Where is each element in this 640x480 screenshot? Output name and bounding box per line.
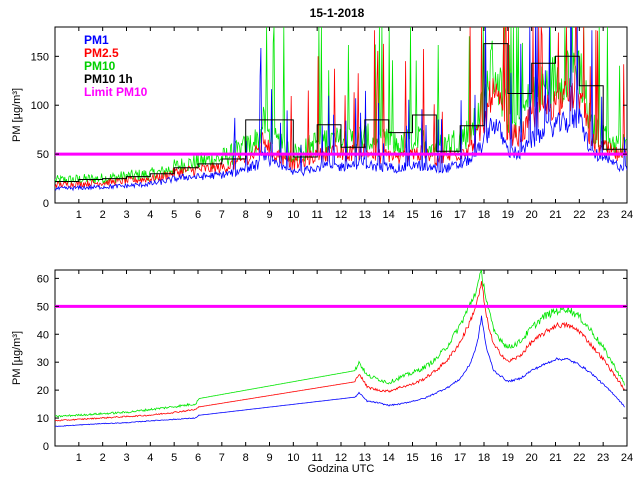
x-tick-label: 6 [195,452,201,464]
top-series-group [55,27,627,192]
x-tick-label: 9 [266,452,272,464]
x-tick-label: 23 [597,209,609,221]
top-ylabel-text: PM [µg/m³] [11,88,23,142]
series-line-pm1 [55,315,625,427]
y-tick-label: 60 [37,273,49,285]
x-tick-label: 18 [478,209,490,221]
x-tick-label: 16 [430,209,442,221]
y-tick-label: 150 [31,51,49,63]
bottom-series-group [55,270,627,427]
x-tick-label: 8 [243,209,249,221]
x-tick-label: 10 [287,452,299,464]
legend-pm10-1h: PM10 1h [84,72,133,86]
x-tick-label: 22 [573,452,585,464]
y-tick-label: 50 [37,149,49,161]
x-tick-label: 19 [502,209,514,221]
y-tick-label: 0 [43,441,49,453]
x-tick-label: 9 [266,209,272,221]
y-tick-label: 30 [37,357,49,369]
bottom-y-axis-label: PM [µg/m³] [11,331,23,385]
x-tick-label: 13 [359,209,371,221]
legend-pm1: PM1 [84,33,109,47]
bottom-ylabel-text: PM [µg/m³] [11,331,23,385]
bottom-plot-frame [54,269,628,447]
x-tick-label: 23 [597,452,609,464]
chart-title: 15-1-2018 [310,6,365,20]
x-axis-label: Godzina UTC [308,463,375,475]
x-tick-label: 15 [406,452,418,464]
x-tick-label: 20 [526,452,538,464]
y-tick-label: 40 [37,329,49,341]
x-tick-label: 2 [100,209,106,221]
x-tick-label: 7 [219,209,225,221]
top-ticks-group: 1 2 3 4 5 6 7 8 9 10 11 12 13 14 15 16 17 18 19 20 21 22 23 240… [31,27,633,221]
x-tick-label: 16 [430,452,442,464]
x-tick-label: 10 [287,209,299,221]
x-tick-label: 15 [406,209,418,221]
series-line-pm1 [55,27,627,192]
x-tick-label: 2 [100,452,106,464]
x-tick-label: 8 [243,452,249,464]
x-tick-label: 4 [147,209,153,221]
y-tick-label: 0 [43,198,49,210]
x-tick-label: 22 [573,209,585,221]
x-tick-label: 7 [219,452,225,464]
x-tick-label: 17 [454,452,466,464]
x-tick-label: 3 [123,452,129,464]
y-tick-label: 50 [37,301,49,313]
x-tick-label: 5 [171,452,177,464]
y-tick-label: 100 [31,100,49,112]
x-tick-label: 11 [311,452,322,464]
x-tick-label: 17 [454,209,466,221]
legend-pm10: PM10 [84,59,116,73]
series-line-pm25 [55,27,627,188]
x-tick-label: 1 [76,452,82,464]
x-tick-label: 21 [549,209,561,221]
series-line-pm10-1h [55,43,627,182]
x-tick-label: 5 [171,209,177,221]
x-tick-label: 11 [311,209,322,221]
x-tick-label: 24 [621,452,633,464]
top-plot-panel: 1 2 3 4 5 6 7 8 9 10 11 12 13 14 15 16 17 18 19 20 21 22 23 240… [11,26,633,221]
x-tick-label: 20 [526,209,538,221]
plot-area-1 [55,270,625,427]
x-tick-label: 13 [359,452,371,464]
series-line-pm10 [55,270,625,418]
top-y-axis-label: PM [µg/m³] [11,88,23,142]
x-tick-label: 4 [147,452,153,464]
y-tick-label: 20 [37,385,49,397]
x-tick-label: 12 [335,209,347,221]
y-tick-label: 10 [37,413,49,425]
legend-pm25: PM2.5 [84,46,119,60]
series-line-pm25 [55,281,625,422]
legend: PM1 PM2.5 PM10 PM10 1h Limit PM10 [84,33,148,99]
x-tick-label: 3 [123,209,129,221]
x-tick-label: 21 [549,452,561,464]
x-tick-label: 6 [195,209,201,221]
plot-area-0 [55,27,627,192]
legend-limit-pm10: Limit PM10 [84,85,148,99]
x-tick-label: 18 [478,452,490,464]
bottom-plot-panel: 1 2 3 4 5 6 7 8 9 10 11 12 13 14 15 16 17 18 19 20 21 22 23 240… [11,269,633,475]
x-tick-label: 19 [502,452,514,464]
x-tick-label: 1 [76,209,82,221]
x-tick-label: 24 [621,209,633,221]
x-tick-label: 12 [335,452,347,464]
x-tick-label: 14 [383,209,395,221]
x-tick-label: 14 [383,452,395,464]
bottom-ticks-group: 1 2 3 4 5 6 7 8 9 10 11 12 13 14 15 16 17 18 19 20 21 22 23 240… [37,270,633,464]
